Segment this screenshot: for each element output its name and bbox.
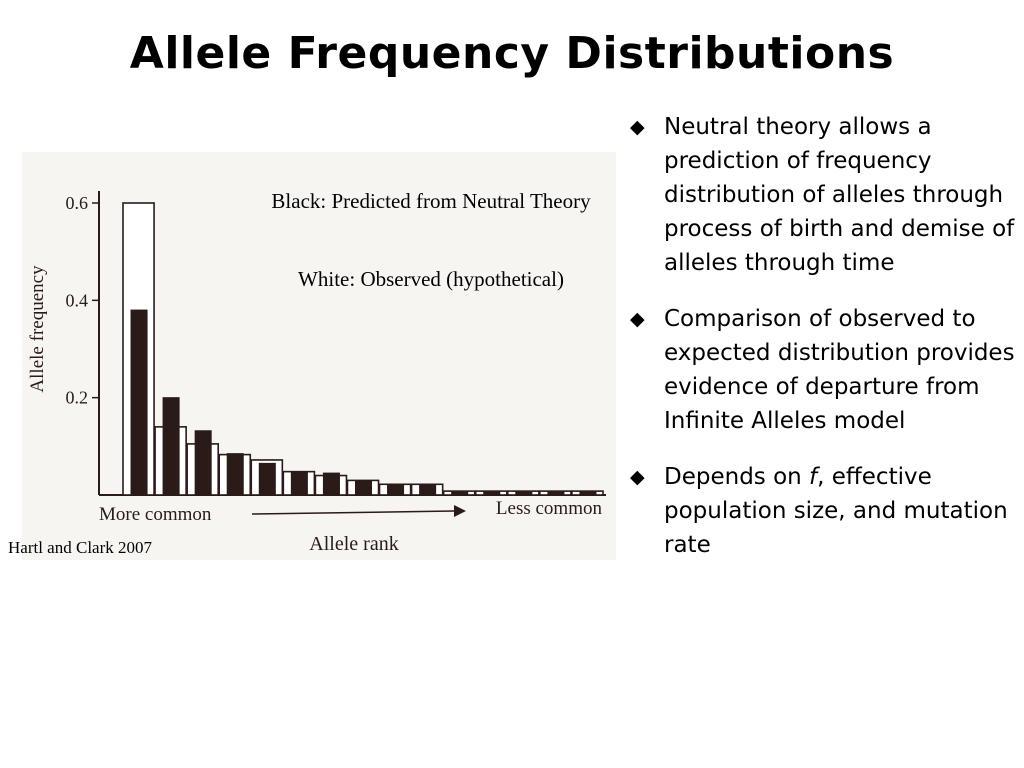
slide-title: Allele Frequency Distributions [129, 28, 895, 79]
y-tick-label: 0.2 [66, 388, 89, 408]
bullet-text: Neutral theory allows a prediction of fr… [664, 114, 1015, 276]
x-left-label: More common [99, 504, 212, 525]
bar-predicted [451, 491, 469, 496]
bar-predicted [290, 471, 308, 496]
x-arrow-head-icon [454, 505, 466, 517]
bullet-text-pre: Depends on [664, 464, 810, 490]
y-tick-label: 0.6 [66, 193, 89, 213]
x-axis-label: Allele rank [309, 533, 398, 555]
diamond-bullet-icon: ◆ [630, 116, 645, 138]
allele-frequency-chart: 0.2 0.4 0.6 Allele frequency More common Less… [27, 191, 606, 555]
y-tick-label: 0.4 [66, 290, 89, 310]
bar-predicted [483, 491, 501, 496]
bar-predicted [162, 397, 180, 496]
bar-predicted [419, 484, 437, 496]
bullet-text-post: , effective population size, and mutatio… [664, 464, 1008, 558]
bullet-list: ◆ Neutral theory allows a prediction of … [626, 110, 1022, 584]
bar-predicted [194, 430, 212, 496]
diamond-bullet-icon: ◆ [630, 466, 645, 488]
bullet-item: ◆ Comparison of observed to expected dis… [626, 302, 1022, 438]
bar-predicted [579, 491, 597, 496]
bar-predicted [354, 480, 373, 496]
bar-predicted [322, 472, 340, 496]
bullet-item: ◆ Neutral theory allows a prediction of … [626, 110, 1022, 280]
bullet-item: ◆ Depends on f, effective population siz… [626, 460, 1022, 562]
bullet-text: Comparison of observed to expected distr… [664, 306, 1015, 434]
bar-predicted [130, 309, 148, 496]
bullet-text-emph: f [809, 464, 818, 490]
bar-predicted [515, 491, 533, 496]
x-arrow-line [251, 510, 455, 515]
legend-black-label: Black: Predicted from Neutral Theory [271, 189, 591, 213]
legend-white-label: White: Observed (hypothetical) [298, 267, 564, 291]
diamond-bullet-icon: ◆ [630, 308, 645, 330]
bar-predicted [226, 453, 244, 496]
y-axis-label: Allele frequency [27, 265, 48, 393]
bar-predicted [258, 462, 276, 496]
x-right-label: Less common [496, 498, 603, 519]
citation: Hartl and Clark 2007 [8, 538, 152, 557]
bar-predicted [387, 484, 405, 496]
bar-predicted [547, 491, 565, 496]
figure-panel: 0.2 0.4 0.6 Allele frequency More common Less… [22, 152, 616, 560]
